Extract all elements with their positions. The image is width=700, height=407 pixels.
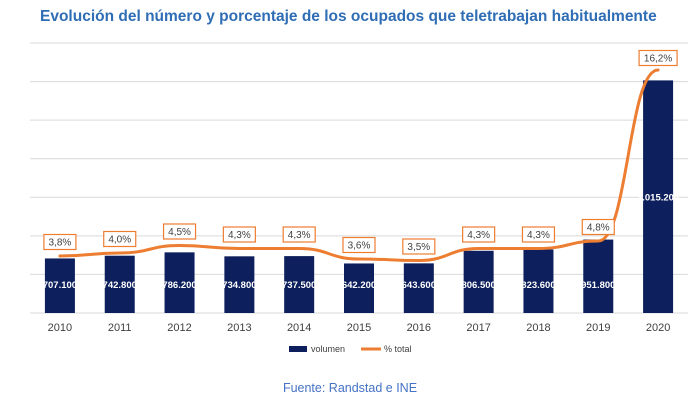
x-tick-2010: 2010 xyxy=(48,322,72,334)
bar-label-2018: 823.600 xyxy=(521,280,555,291)
percent-label-2011: 4,0% xyxy=(103,230,137,248)
bar-label-2019: 951.800 xyxy=(581,280,615,291)
bar-label-2011: 742.800 xyxy=(103,280,137,291)
percent-label-text: 4,5% xyxy=(168,227,191,238)
percent-label-box xyxy=(521,226,556,243)
legend-swatch-volumen xyxy=(289,346,307,352)
percent-label-text: 4,3% xyxy=(467,230,490,241)
x-tick-2017: 2017 xyxy=(466,322,490,334)
percent-label-2016: 3,5% xyxy=(402,238,436,255)
percent-label-box xyxy=(222,226,256,243)
percent-label-box xyxy=(462,226,496,243)
bar-label-2017: 806.500 xyxy=(461,280,495,291)
percent-label-text: 3,5% xyxy=(407,242,430,253)
bar-2019 xyxy=(583,239,614,313)
line-series xyxy=(58,68,660,263)
chart-title: Evolución del número y porcentaje de los… xyxy=(40,8,657,25)
bar-2012 xyxy=(164,252,195,313)
x-tick-2012: 2012 xyxy=(167,322,191,334)
percent-label-text: 16,2% xyxy=(644,54,672,65)
percent-label-box xyxy=(581,218,615,236)
x-tick-2011: 2011 xyxy=(108,322,132,334)
percent-label-text: 4,0% xyxy=(108,235,131,246)
source-note: Fuente: Randstad e INE xyxy=(282,381,418,395)
legend-label-percent: % total xyxy=(384,344,412,354)
bar-2017 xyxy=(463,250,494,313)
percent-labels: 3,8% 4,0% 4,5% 4,3% 4,3% 3,6% 3,5% 4,3% 4,3% 4,8%… xyxy=(43,49,678,255)
bar-label-2020: 3.015.200 xyxy=(637,192,679,203)
percent-label-2015: 3,6% xyxy=(342,236,376,254)
percent-label-box xyxy=(162,223,197,240)
percent-label-box xyxy=(638,49,678,67)
bar-label-2012: 786.200 xyxy=(162,280,196,291)
bar-label-2010: 707.100 xyxy=(43,280,77,291)
bar-series xyxy=(44,80,674,313)
bar-label-2016: 643.600 xyxy=(402,280,436,291)
x-tick-2013: 2013 xyxy=(227,322,251,334)
x-tick-2016: 2016 xyxy=(407,322,431,334)
legend-label-volumen: volumen xyxy=(311,344,345,354)
x-tick-2020: 2020 xyxy=(646,322,670,334)
percent-label-2014: 4,3% xyxy=(282,226,316,243)
bar-2011 xyxy=(104,255,135,313)
percent-label-box xyxy=(103,230,137,248)
x-axis-ticks: 2010 2011 2012 2013 2014 2015 2016 2017 2018 2019… xyxy=(48,322,671,334)
percent-label-text: 3,8% xyxy=(49,238,72,249)
percent-label-2019: 4,8% xyxy=(581,218,615,236)
percent-label-2010: 3,8% xyxy=(43,233,77,251)
bar-2016 xyxy=(403,263,434,313)
bar-value-labels: 707.100 742.800 786.200 734.800 737.500 642.2… xyxy=(43,192,679,291)
percent-label-2020: 16,2% xyxy=(638,49,678,67)
bar-label-2014: 737.500 xyxy=(282,280,316,291)
bar-2015 xyxy=(344,263,374,313)
x-tick-2019: 2019 xyxy=(586,322,610,334)
bar-2010 xyxy=(44,258,75,313)
percent-label-2012: 4,5% xyxy=(162,223,197,240)
percent-label-text: 4,3% xyxy=(288,230,311,241)
bar-label-2015: 642.200 xyxy=(342,280,376,291)
percent-label-text: 4,3% xyxy=(527,230,550,241)
bar-2018 xyxy=(523,249,554,313)
percent-label-2017: 4,3% xyxy=(462,226,496,243)
x-tick-2015: 2015 xyxy=(347,322,371,334)
legend: volumen % total xyxy=(289,344,412,354)
percent-label-box xyxy=(282,226,316,243)
percent-label-box xyxy=(402,238,436,255)
percent-label-2013: 4,3% xyxy=(222,226,256,243)
x-tick-2018: 2018 xyxy=(526,322,550,334)
percent-label-box xyxy=(43,233,77,251)
percent-label-2018: 4,3% xyxy=(521,226,556,243)
bar-2014 xyxy=(284,256,315,313)
x-tick-2014: 2014 xyxy=(287,322,311,334)
bar-2013 xyxy=(224,256,255,313)
percent-label-box xyxy=(342,236,376,254)
percent-label-text: 3,6% xyxy=(348,241,371,252)
percent-label-text: 4,3% xyxy=(228,230,251,241)
bar-label-2013: 734.800 xyxy=(222,280,256,291)
percent-label-text: 4,8% xyxy=(587,223,610,234)
percent-line xyxy=(58,68,660,263)
bar-2020 xyxy=(643,80,674,313)
